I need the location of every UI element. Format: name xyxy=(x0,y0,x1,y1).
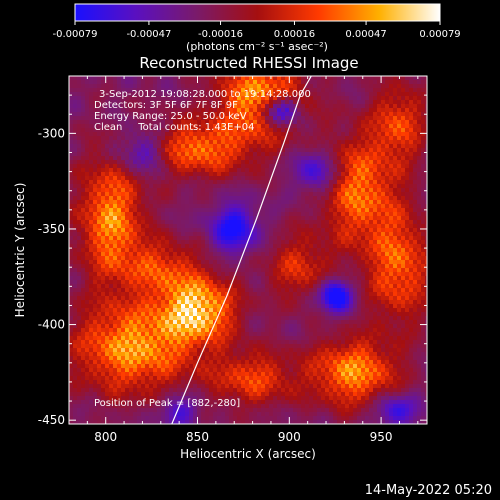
footer-timestamp: 14-May-2022 05:20 xyxy=(365,483,492,498)
x-tick-label: 900 xyxy=(278,430,301,444)
y-axis-label: Heliocentric Y (arcsec) xyxy=(13,183,27,318)
solar-limb-line xyxy=(171,76,312,424)
colorbar-tick-label: 0.00047 xyxy=(345,29,386,40)
heatmap-image xyxy=(69,76,427,424)
colorbar-tick-label: -0.00079 xyxy=(53,29,98,40)
colorbar-ticks: -0.00079 -0.00047 -0.00016 0.00016 0.00047 0.… xyxy=(53,21,461,40)
annotation-energy-range: Energy Range: 25.0 - 50.0 keV xyxy=(94,111,247,122)
x-tick-label: 950 xyxy=(370,430,393,444)
axes: 800 850 900 950 -300 -350 -400 -450 xyxy=(38,76,427,444)
colorbar-tick-label: 0.00079 xyxy=(419,29,460,40)
y-tick-label: -400 xyxy=(38,318,65,332)
x-tick-label: 800 xyxy=(94,430,117,444)
colorbar xyxy=(74,3,441,22)
colorbar-unit-label: (photons cm⁻² s⁻¹ asec⁻²) xyxy=(186,40,328,53)
x-tick-label: 850 xyxy=(186,430,209,444)
colorbar-tick-label: -0.00016 xyxy=(198,29,243,40)
annotation-time-range: 3-Sep-2012 19:08:28.000 to 19:14:28.000 xyxy=(99,89,311,100)
y-tick-label: -350 xyxy=(38,222,65,236)
plot-frame xyxy=(68,75,428,425)
y-tick-label: -300 xyxy=(38,126,65,140)
x-axis-label: Heliocentric X (arcsec) xyxy=(180,447,316,461)
annotation-peak-position: Position of Peak = [882,-280] xyxy=(94,398,240,409)
chart-title: Reconstructed RHESSI Image xyxy=(139,54,358,72)
annotation-detectors: Detectors: 3F 5F 6F 7F 8F 9F xyxy=(94,100,238,111)
colorbar-tick-label: -0.00047 xyxy=(126,29,171,40)
y-tick-label: -450 xyxy=(38,413,65,427)
colorbar-tick-label: 0.00016 xyxy=(274,29,315,40)
annotation-clean-counts: Clean Total counts: 1.43E+04 xyxy=(94,122,254,133)
